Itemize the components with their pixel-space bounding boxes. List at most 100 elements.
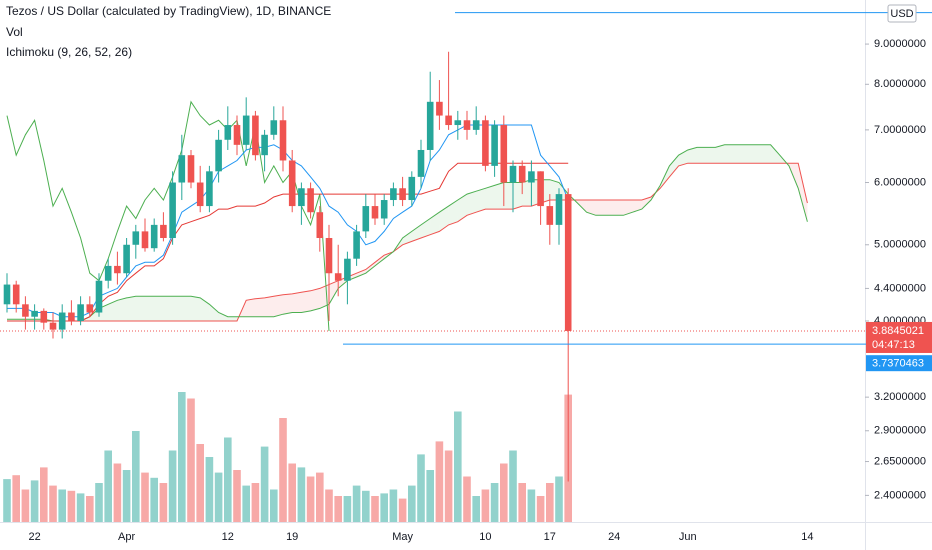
candle-body (224, 125, 232, 140)
volume-bar (76, 493, 85, 522)
cloud-fill (430, 212, 440, 235)
candle-body (325, 238, 333, 274)
volume-bar (12, 475, 20, 522)
cloud-fill (733, 144, 743, 164)
cloud-fill (687, 147, 697, 164)
candle-body (399, 188, 406, 201)
candle-body (40, 310, 48, 323)
volume-bar (279, 418, 287, 522)
y-tick-label: 4.4000000 (874, 282, 926, 294)
cloud-fill (200, 297, 210, 321)
volume-bar (168, 450, 177, 522)
volume-bar (398, 498, 407, 522)
cloud-fill (513, 182, 523, 210)
cloud-fill (623, 200, 633, 216)
candle-body (196, 182, 204, 207)
y-tick-label: 9.0000000 (874, 38, 926, 50)
cloud-fill (292, 292, 302, 313)
candle-body (537, 171, 544, 207)
volume-bar (490, 483, 499, 522)
leading-span-b (7, 162, 808, 322)
cloud-fill (273, 294, 283, 317)
candle-body (454, 120, 462, 126)
volume-bar (40, 467, 48, 522)
cloud-fill (356, 269, 366, 277)
volume-bar (463, 476, 471, 522)
candle-body (233, 125, 241, 145)
candle-body (472, 120, 480, 130)
volume-bar (389, 489, 398, 522)
cloud-fill (697, 147, 707, 164)
volume-bar (380, 493, 388, 522)
candle-body (417, 149, 425, 177)
cloud-fill (209, 304, 219, 321)
candle-body (426, 101, 434, 150)
volume-bar (454, 411, 462, 522)
cloud-fill (191, 296, 201, 321)
lagging-span (6, 100, 330, 332)
candle-body (371, 206, 379, 219)
cloud-fill (227, 316, 237, 321)
y-tick-label: 2.6500000 (874, 455, 926, 467)
volume-bar (444, 450, 453, 522)
cloud-fill (669, 155, 679, 177)
candle-body (150, 224, 158, 249)
x-tick-label: Apr (118, 531, 135, 543)
cloud-fill (586, 200, 596, 216)
cloud-fill (255, 297, 265, 317)
cloud-fill (743, 144, 753, 164)
volume-bar (343, 496, 352, 522)
y-tick-label: 8.0000000 (874, 78, 926, 90)
candle-body (316, 212, 324, 239)
cloud-fill (310, 288, 320, 311)
candle-body (546, 206, 554, 225)
axes: 2.40000002.65000002.90000003.20000004.00… (28, 4, 932, 543)
volume-bar (150, 477, 158, 522)
volume-bar (95, 483, 103, 522)
candle-body (270, 120, 278, 135)
volume-bar (546, 483, 554, 522)
candle-body (445, 115, 452, 126)
candle-body (95, 280, 103, 313)
candle-body (528, 171, 535, 183)
volume-bar (362, 490, 370, 522)
volume-bar (334, 496, 342, 522)
last-price-tag (866, 321, 932, 353)
cloud-fill (218, 312, 228, 321)
volume-legend: Vol (6, 25, 23, 39)
cloud-fill (715, 144, 725, 164)
volume-bar (233, 470, 241, 522)
x-tick-label: 14 (801, 531, 813, 543)
candle-body (215, 139, 222, 172)
cloud-fill (752, 144, 762, 164)
volume-bar (509, 450, 517, 522)
candle-body (104, 265, 112, 281)
volume-bar (214, 472, 223, 522)
x-tick-label: 19 (286, 531, 298, 543)
y-tick-label: 2.4000000 (874, 489, 926, 501)
price-line-tag (866, 355, 932, 372)
candle-body (22, 304, 29, 317)
cloud-fill (605, 200, 615, 216)
cloud-fill (706, 147, 716, 164)
cloud-fill (402, 231, 412, 245)
x-tick-label: 24 (608, 531, 620, 543)
volume-bar (417, 454, 425, 522)
cloud-fill (485, 185, 495, 210)
y-tick-label: 7.0000000 (874, 124, 926, 136)
candle-body (58, 312, 66, 330)
volume-bar (58, 489, 66, 522)
cloud-fill (181, 296, 191, 321)
candle-body (141, 231, 149, 249)
symbol-title: Tezos / US Dollar (calculated by Trading… (6, 4, 331, 18)
price-line-tag-label: 3.7370463 (872, 358, 924, 370)
volume-bar (67, 490, 76, 522)
candle-body (68, 312, 75, 321)
candle-body (353, 231, 360, 259)
candle-body (178, 155, 186, 183)
volume-bar (371, 496, 379, 522)
cloud-fill (172, 296, 182, 321)
cloud-fill (108, 300, 118, 321)
cloud-fill (117, 297, 127, 321)
candle-body (77, 304, 84, 321)
